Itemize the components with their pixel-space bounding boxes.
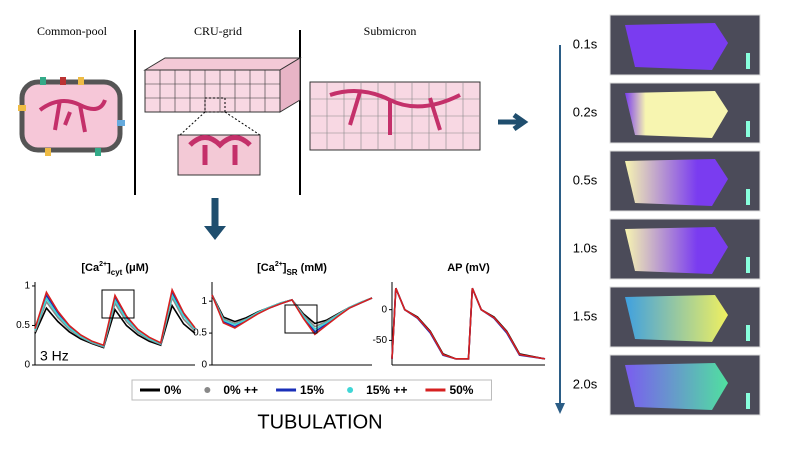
legend-label: 0% [164,383,182,397]
zoom-box [284,304,318,334]
title-part: ] [283,262,287,274]
colorbar [746,393,750,409]
title-part: cyt [111,268,123,277]
panel-title: Submicron [364,24,417,38]
cell-snapshot [625,295,728,342]
title-part: (mM) [298,262,328,274]
time-arrow [555,403,565,414]
cru-grid [143,57,302,176]
y-tick-label: 1 [24,281,30,292]
title-part: SR [286,268,297,277]
time-label: 2.0s [573,376,598,391]
legend-swatch [204,387,211,393]
y-tick-label: -50 [373,335,388,346]
cell-snapshot [625,23,728,70]
title-part: [Ca [257,262,276,274]
legend-label: 0% ++ [223,383,258,397]
y-tick-label: 0 [201,360,207,371]
title-part: 2+ [275,261,283,268]
title-part: ] [107,262,111,274]
legend: 0% 0% ++ 15% 15% ++ 50% [131,379,492,401]
cell-snapshot [625,363,728,410]
time-label: 1.5s [573,308,598,323]
legend-label: 50% [449,383,473,397]
zoom-box [101,289,135,319]
timeline: 0.1s 0.2s 0.5s 1.0s 1.5s 2.0s [573,14,761,416]
legend-frame [131,379,492,401]
y-tick-label: 0.5 [16,320,30,331]
chart-title: [Ca2+]SR (mM) [257,261,327,276]
submicron-grid [309,81,481,151]
panel-title: Common-pool [37,24,108,38]
colorbar [746,325,750,341]
annotation: 3 Hz [40,348,69,364]
time-label: 1.0s [573,240,598,255]
colorbar [746,121,750,137]
series-line [34,293,196,348]
y-tick-label: 1 [201,296,207,307]
panel-title: CRU-grid [194,24,242,38]
series-line [391,287,546,360]
series-line [34,303,196,349]
legend-label: 15% [300,383,324,397]
colorbar [746,257,750,273]
cell-snapshot [625,159,728,206]
chart-title: [Ca2+]cyt (μM) [81,261,149,276]
arrow-right [498,112,529,132]
title-part: (μM) [122,262,149,274]
colorbar [746,53,750,69]
cell-snapshot [625,227,728,274]
legend-label: 15% ++ [366,383,407,397]
common-pool-cell [18,77,125,156]
time-label: 0.5s [573,172,598,187]
chart-title: AP (mV) [447,262,490,274]
y-tick-label: 0.5 [193,328,207,339]
colorbar [746,189,750,205]
arrow-head [204,226,226,240]
y-tick-label: 0 [381,304,387,315]
y-tick-label: 0 [24,360,30,371]
legend-swatch [347,387,354,393]
caption: TUBULATION [257,411,382,433]
title-part: 2+ [99,261,107,268]
cell-snapshot [625,91,728,138]
time-label: 0.1s [573,36,598,51]
time-label: 0.2s [573,104,598,119]
series-line [34,287,196,347]
title-part: [Ca [81,262,100,274]
series-line [211,294,373,336]
title-part: AP (mV) [447,262,490,274]
